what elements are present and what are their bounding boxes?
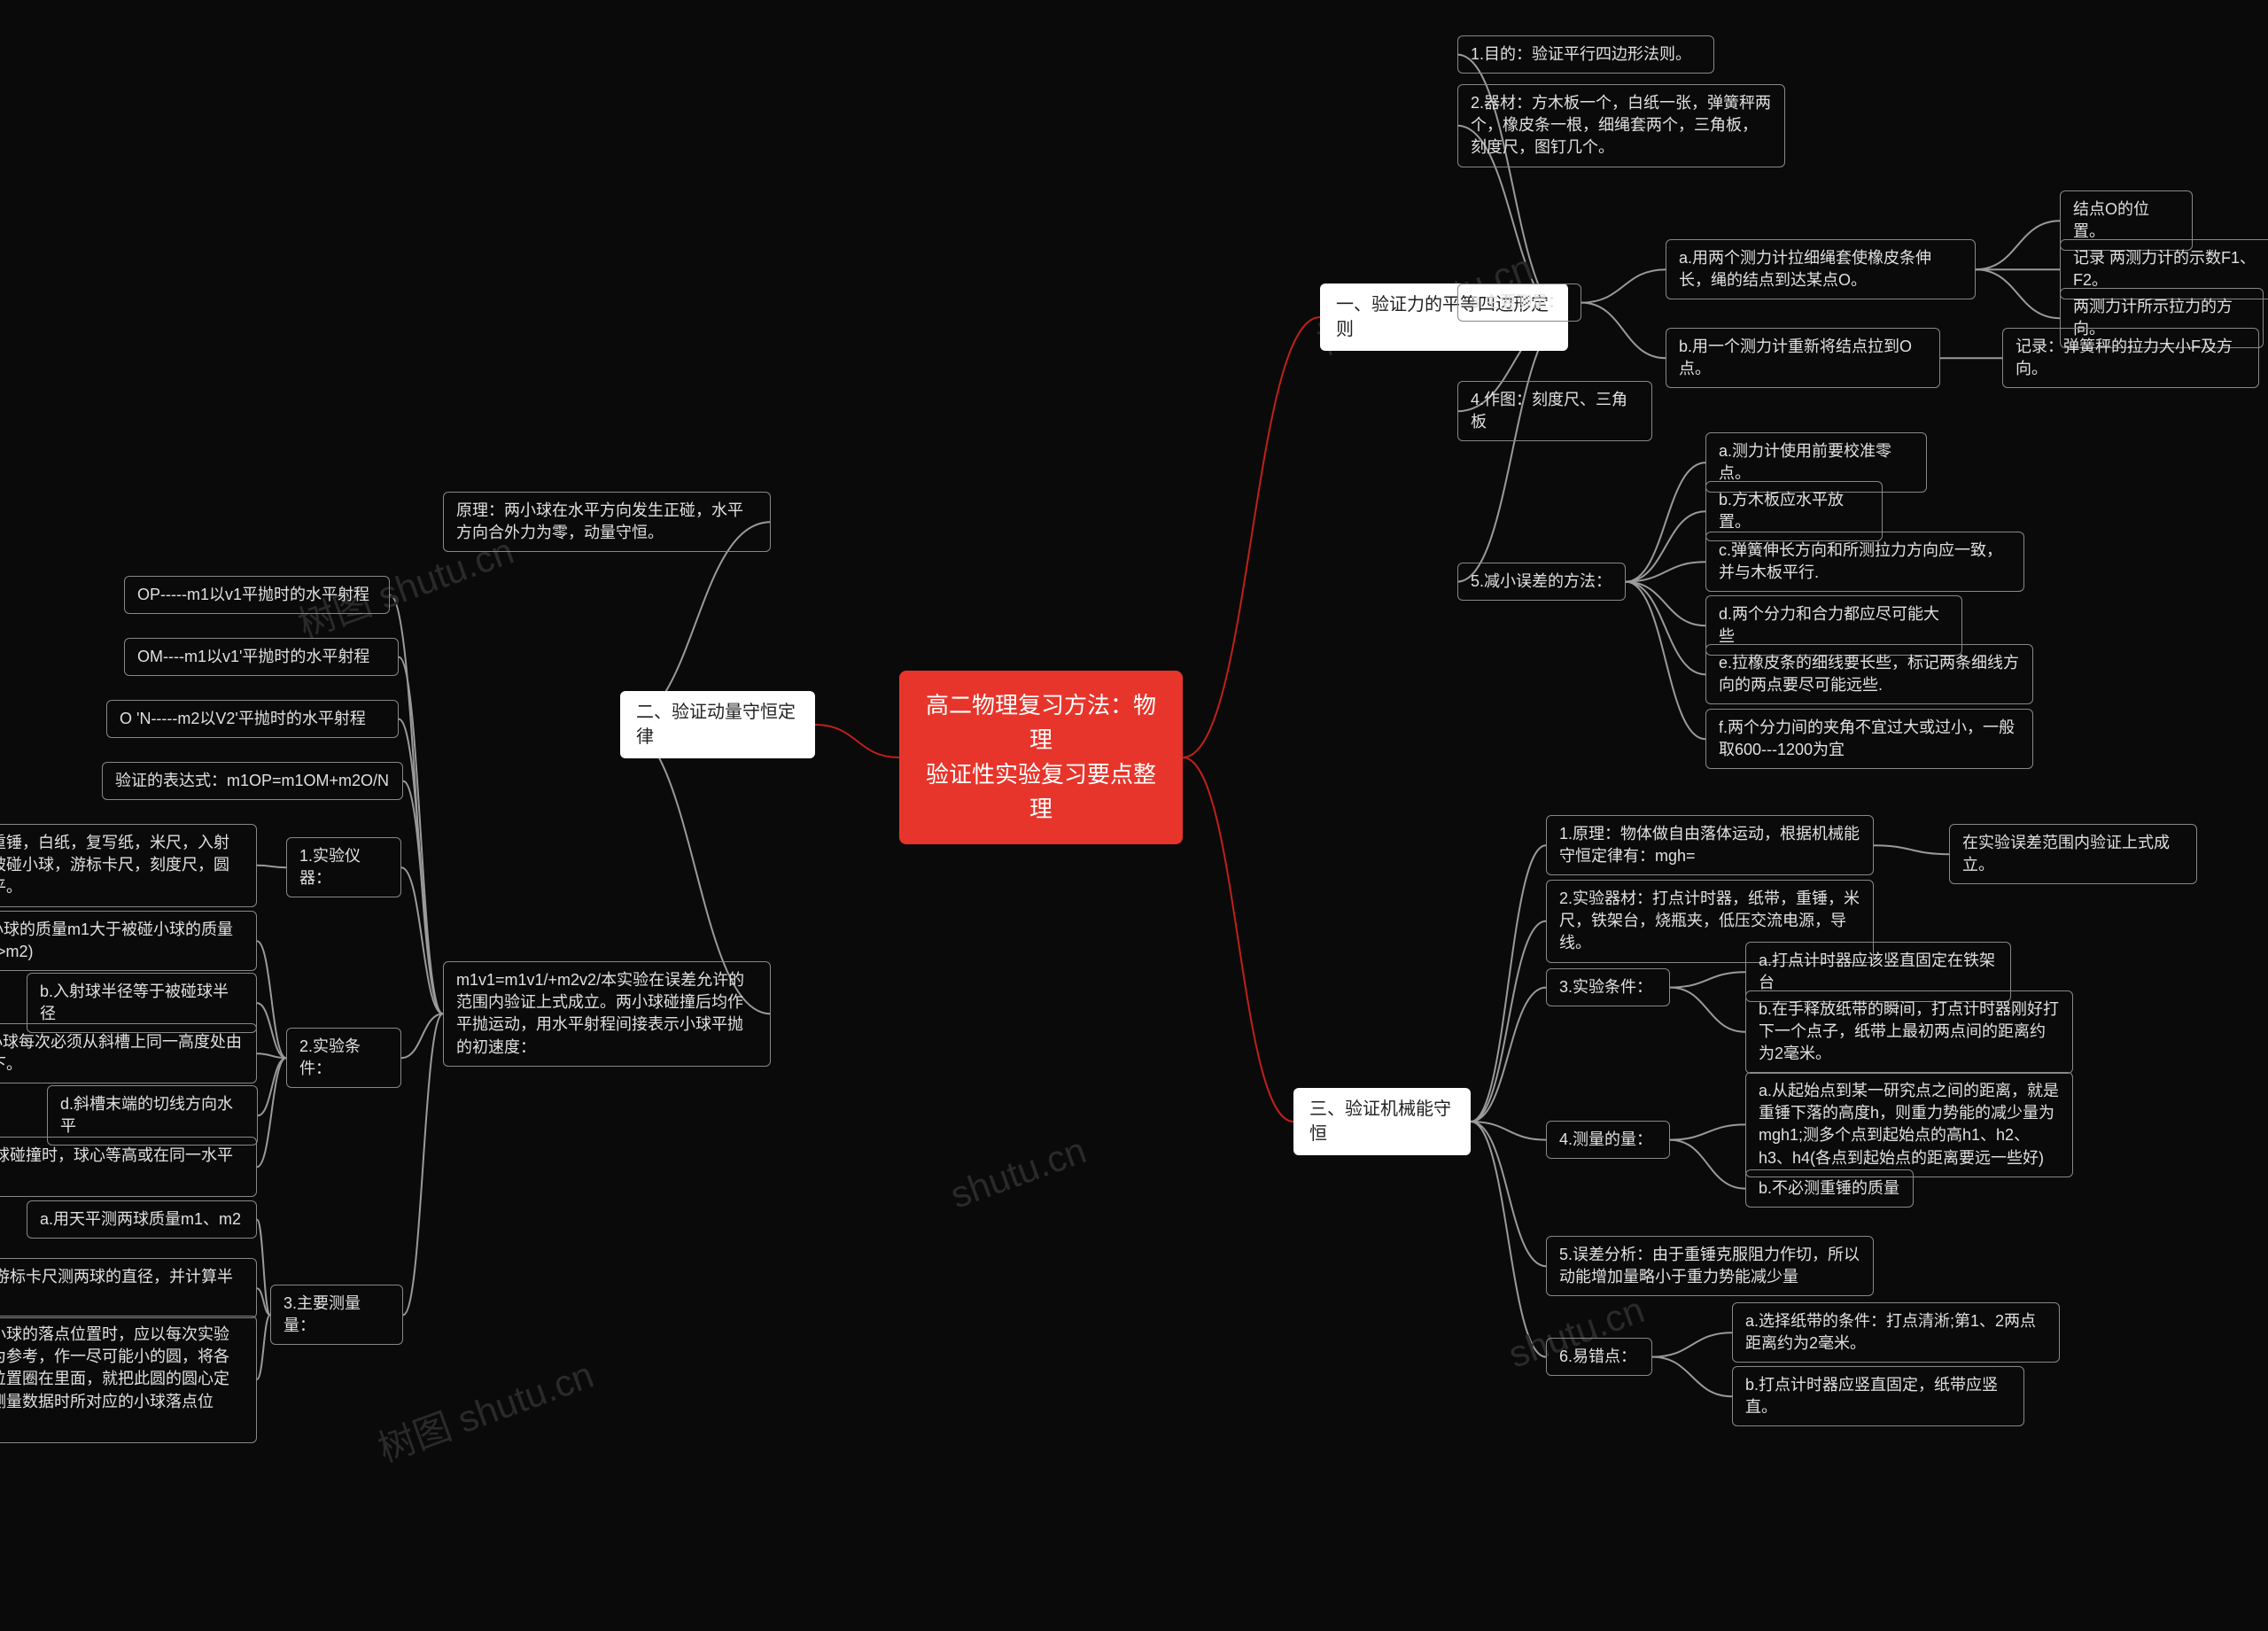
leaf-node: b.用一个测力计重新将结点拉到O点。 (1666, 328, 1940, 388)
leaf-node: b.打点计时器应竖直固定，纸带应竖直。 (1732, 1366, 2024, 1426)
leaf-node: e.两球碰撞时，球心等高或在同一水平线上 (0, 1137, 257, 1197)
leaf-node: 6.易错点： (1546, 1338, 1652, 1376)
leaf-node: a.从起始点到某一研究点之间的距离，就是重锤下落的高度h，则重力势能的减少量为m… (1745, 1072, 2073, 1177)
leaf-node: b.不必测重锤的质量 (1745, 1169, 1914, 1208)
leaf-node: 1.实验仪器： (286, 837, 401, 897)
leaf-node: e.拉橡皮条的细线要长些，标记两条细线方向的两点要尽可能远些. (1705, 644, 2033, 704)
branch-node: 三、验证机械能守恒 (1293, 1088, 1471, 1155)
leaf-node: OP-----m1以v1平抛时的水平射程 (124, 576, 390, 614)
leaf-node: 记录：弹簧秤的拉力大小F及方向。 (2002, 328, 2259, 388)
leaf-node: b.在手释放纸带的瞬间，打点计时器刚好打下一个点子，纸带上最初两点间的距离约为2… (1745, 990, 2073, 1074)
leaf-node: f.两个分力间的夹角不宜过大或过小，一般取600---1200为宜 (1705, 709, 2033, 769)
leaf-node: c.弹簧伸长方向和所测拉力方向应一致，并与木板平行. (1705, 532, 2024, 592)
root-node: 高二物理复习方法：物理 验证性实验复习要点整理 (899, 671, 1183, 844)
watermark: shutu.cn (945, 1129, 1092, 1216)
leaf-node: c.入射小球每次必须从斜槽上同一高度处由静止滑下。 (0, 1023, 257, 1083)
leaf-node: 1.原理：物体做自由落体运动，根据机械能守恒定律有：mgh= (1546, 815, 1874, 875)
leaf-node: 1.目的：验证平行四边形法则。 (1457, 35, 1714, 74)
leaf-node: O 'N-----m2以V2'平抛时的水平射程 (106, 700, 399, 738)
leaf-node: C.确定小球的落点位置时，应以每次实验的落点为参考，作一尽可能小的圆，将各次落点… (0, 1316, 257, 1443)
leaf-node: OM----m1以v1'平抛时的水平射程 (124, 638, 399, 676)
leaf-node: 3.实验条件： (1546, 968, 1670, 1006)
leaf-node: a.入射小球的质量m1大于被碰小球的质量m2(m1 >m2) (0, 911, 257, 971)
leaf-node: m1v1=m1v1/+m2v2/本实验在误差允许的范围内验证上式成立。两小球碰撞… (443, 961, 771, 1067)
leaf-node: a.用两个测力计拉细绳套使橡皮条伸长，绳的结点到达某点O。 (1666, 239, 1976, 299)
leaf-node: b.用游标卡尺测两球的直径，并计算半径。 (0, 1258, 257, 1318)
leaf-node: 2.器材：方木板一个，白纸一张，弹簧秤两个，橡皮条一根，细绳套两个，三角板，刻度… (1457, 84, 1785, 167)
leaf-node: 5.减小误差的方法： (1457, 563, 1626, 601)
leaf-node: 在实验误差范围内验证上式成立。 (1949, 824, 2197, 884)
leaf-node: 3.主要测量： (1457, 283, 1581, 322)
leaf-node: 4.作图：刻度尺、三角板 (1457, 381, 1652, 441)
leaf-node: 原理：两小球在水平方向发生正碰，水平方向合外力为零，动量守恒。 (443, 492, 771, 552)
leaf-node: 2.实验条件： (286, 1028, 401, 1088)
watermark: 树图 shutu.cn (369, 1345, 600, 1472)
leaf-node: 5.误差分析：由于重锤克服阻力作切，所以动能增加量略小于重力势能减少量 (1546, 1236, 1874, 1296)
leaf-node: 斜槽，重锤，白纸，复写纸，米尺，入射小球，被碰小球，游标卡尺，刻度尺，圆规，天平… (0, 824, 257, 907)
branch-node: 二、验证动量守恒定律 (620, 691, 815, 758)
leaf-node: 验证的表达式：m1OP=m1OM+m2O/N (102, 762, 403, 800)
mindmap-canvas: 树图 shutu.cn树图 shutu.cn树图 shutu.cnshutu.c… (0, 0, 2268, 1631)
leaf-node: 3.主要测量量： (270, 1285, 403, 1345)
leaf-node: a.用天平测两球质量m1、m2 (27, 1200, 257, 1239)
leaf-node: 4.测量的量： (1546, 1121, 1670, 1159)
leaf-node: a.选择纸带的条件：打点清淅;第1、2两点距离约为2毫米。 (1732, 1302, 2060, 1363)
